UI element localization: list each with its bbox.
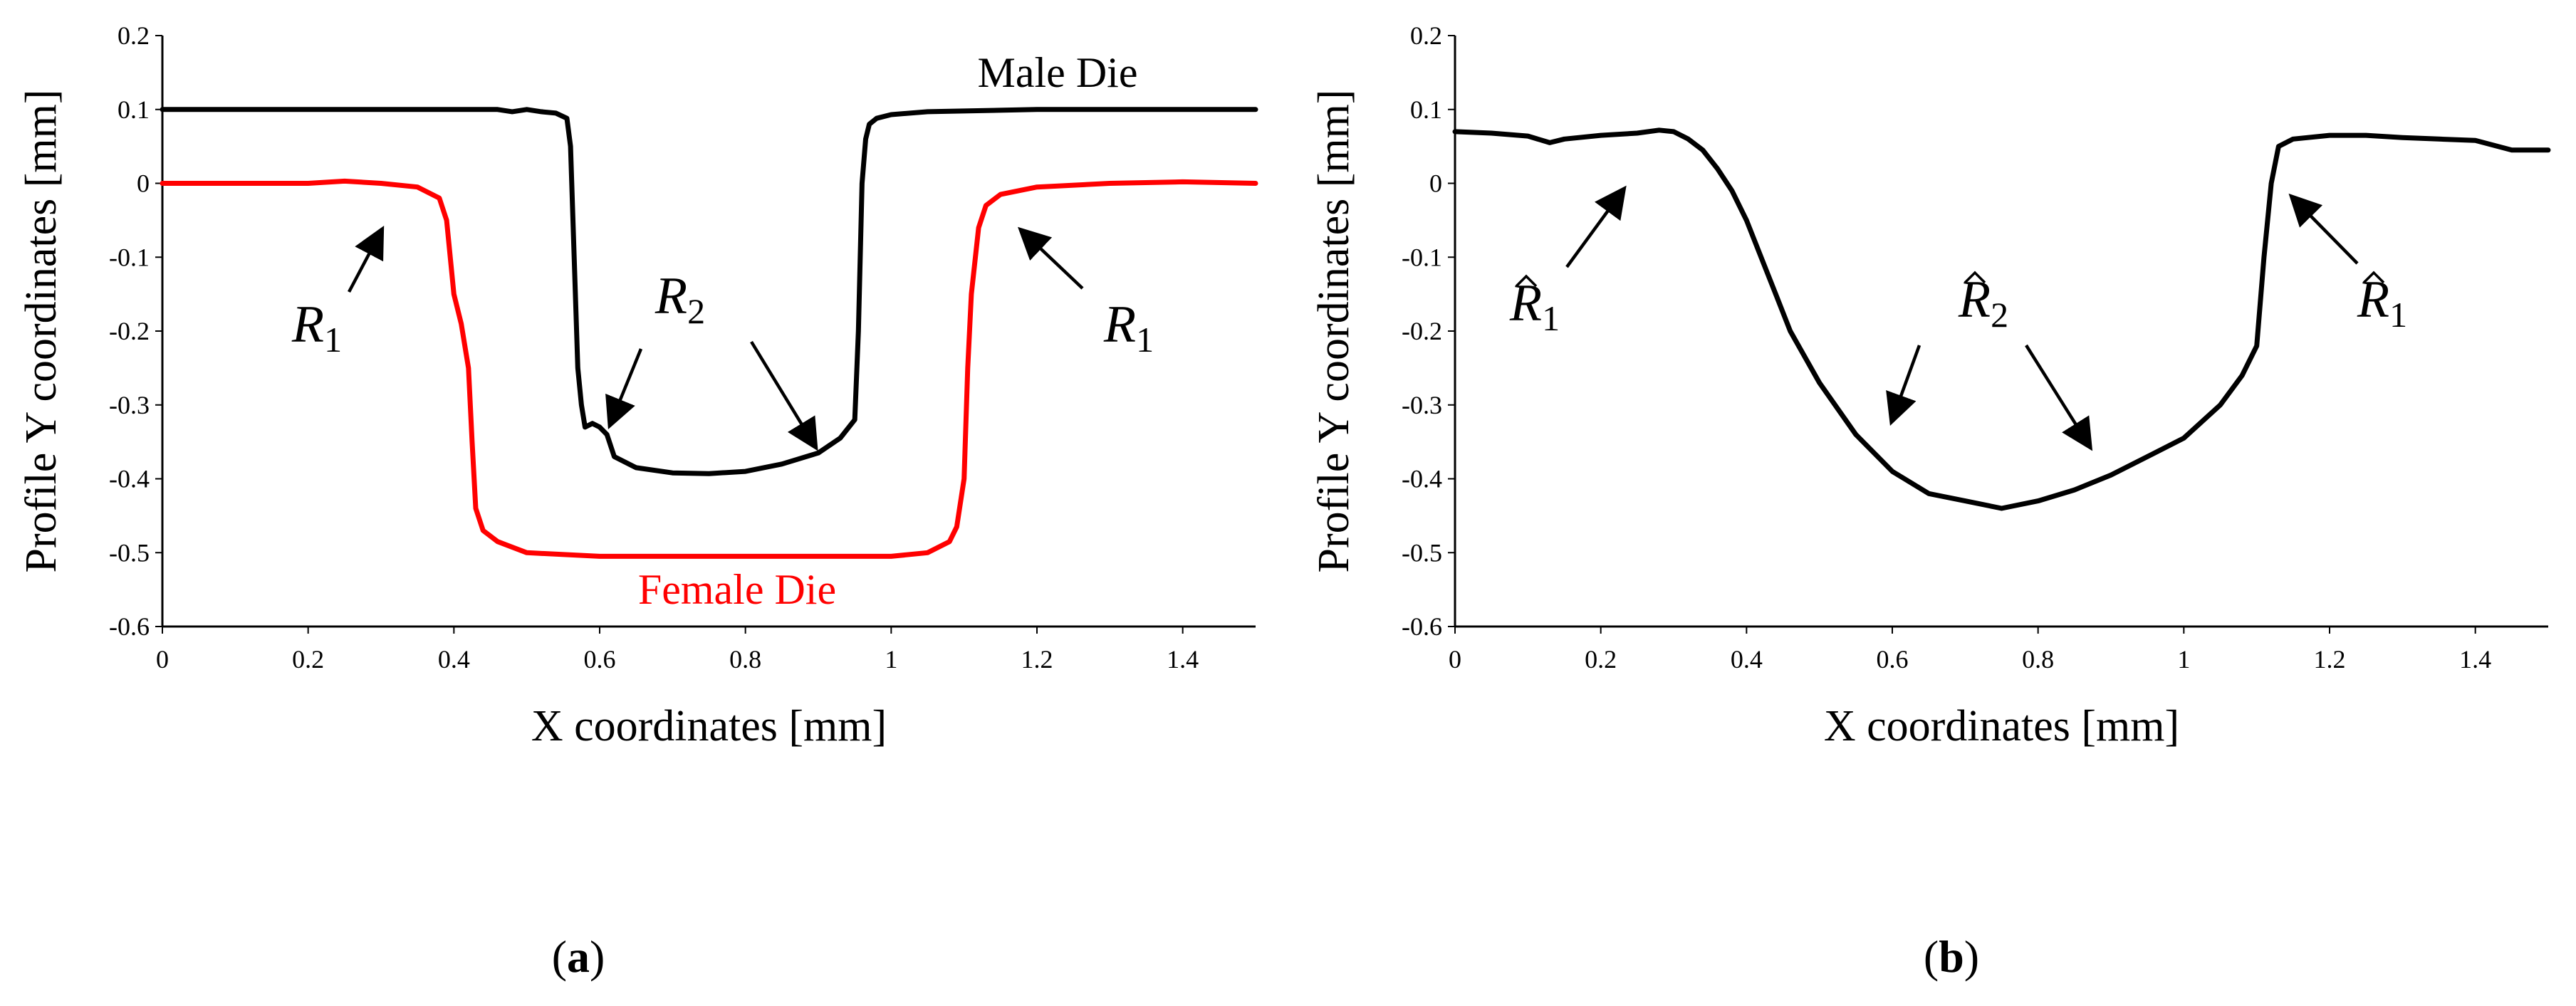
- panel-b-x-tick-labels: 0 0.2 0.4 0.6 0.8 1 1.2 1.4: [1449, 627, 2491, 674]
- panel-b-y-tick-label: -0.1: [1402, 243, 1442, 271]
- panel-b-annotation-hat: [2362, 271, 2385, 284]
- panel-b-annotation-arrow: [2288, 193, 2359, 265]
- panel-b-annotation-arrow: [1886, 345, 1921, 426]
- panel-a-series-line-0: [160, 107, 1258, 476]
- panel-a-x-tick-label: 1.4: [1167, 645, 1199, 674]
- panel-a-series-line-1: [160, 178, 1258, 559]
- annotation-symbol: R: [2357, 271, 2389, 329]
- panel-a-x-tick-label: 0.6: [584, 645, 616, 674]
- panel-a-x-tick-labels: 0 0.2 0.4 0.6 0.8 1 1.2 1.4: [156, 627, 1199, 674]
- panel-a-annotation-label: R2: [655, 267, 705, 331]
- annotation-symbol: R: [1103, 295, 1136, 354]
- panel-b-y-tick-label: -0.5: [1402, 538, 1442, 567]
- annotation-symbol: R: [655, 267, 687, 325]
- annotation-symbol: R: [1958, 271, 1991, 329]
- panel-b-annotation-label: R1: [1509, 274, 1560, 338]
- panel-b-x-tick-label: 0.6: [1877, 645, 1909, 674]
- panel-b-x-tick-label: 1.2: [2314, 645, 2346, 674]
- panel-a-chart: 0.20.10-0.1-0.2-0.3-0.4-0.5-0.6 0 0.2 0.4 0…: [17, 21, 1258, 982]
- panel-b-annotation-arrow: [1565, 185, 1627, 268]
- panel-a-letter: a: [567, 931, 590, 982]
- panel-a-x-tick-label: 1: [885, 645, 897, 674]
- panel-b-x-tick-label: 0.2: [1585, 645, 1617, 674]
- panel-a-label: (a): [552, 931, 605, 982]
- panel-a-axes: [161, 36, 1256, 628]
- annotation-subscript: 2: [687, 291, 705, 331]
- panel-b-annotation-label: R2: [1958, 271, 2008, 335]
- panel-a-x-axis-label: X coordinates [mm]: [531, 702, 887, 750]
- panel-b-y-tick-label: -0.2: [1402, 317, 1442, 345]
- panel-b-y-tick-label: 0: [1429, 169, 1442, 198]
- panel-a-x-tick-label: 0.4: [438, 645, 470, 674]
- panel-b-annotations: R1 R2 R1: [1509, 185, 2407, 451]
- male-die-label: Male Die: [978, 49, 1138, 96]
- panel-b-chart: 0.20.10-0.1-0.2-0.3-0.4-0.5-0.6 0 0.2 0.4 0…: [1310, 21, 2551, 982]
- panel-b-y-tick-label: 0.1: [1410, 95, 1442, 124]
- panel-a-y-tick-labels: 0.2 0.1 0 -0.1 -0.2 -0.3 -0.4 -0.5 -0.6: [109, 21, 162, 641]
- annotation-subscript: 1: [1136, 320, 1154, 360]
- panel-a-y-tick-label: 0: [137, 169, 150, 198]
- panel-b-label: (b): [1924, 931, 1979, 982]
- panel-b-annotation-label: R1: [2357, 271, 2407, 335]
- panel-a-y-tick-label: -0.3: [109, 391, 150, 419]
- panel-b-annotation-hat: [1515, 274, 1538, 288]
- panel-b-y-tick-labels: 0.2 0.1 0 -0.1 -0.2 -0.3 -0.4 -0.5 -0.6: [1402, 21, 1455, 641]
- panel-a-x-tick-label: 1.2: [1021, 645, 1053, 674]
- panel-b-annotation-hat: [1964, 271, 1986, 284]
- annotation-subscript: 1: [1542, 298, 1560, 338]
- panel-b-letter: b: [1939, 931, 1964, 982]
- panel-a-y-tick-label: -0.5: [109, 538, 150, 567]
- panel-a-y-tick-label: -0.6: [109, 612, 150, 641]
- panel-a-y-tick-label: -0.4: [109, 465, 150, 493]
- panel-a-annotation-arrow: [348, 225, 385, 293]
- panel-a-y-axis-label: Profile Y coordinates [mm]: [17, 90, 66, 573]
- panel-a-annotation-arrow: [605, 348, 643, 430]
- panel-b-y-tick-label: -0.4: [1402, 465, 1442, 493]
- panel-a-annotation-label: R1: [291, 295, 342, 360]
- annotation-subscript: 2: [1991, 295, 2008, 335]
- panel-b-x-axis-label: X coordinates [mm]: [1824, 702, 2179, 750]
- panel-a-y-tick-label: -0.1: [109, 243, 150, 271]
- panel-a-x-tick-label: 0.2: [292, 645, 324, 674]
- panel-b-y-tick-label: 0.2: [1410, 21, 1442, 50]
- panel-b-y-axis-label: Profile Y coordinates [mm]: [1310, 90, 1358, 573]
- annotation-subscript: 1: [324, 320, 342, 360]
- panel-a-series-lines: [160, 107, 1258, 559]
- panel-a-x-tick-label: 0.8: [729, 645, 761, 674]
- annotation-symbol: R: [291, 295, 324, 354]
- panel-b-y-tick-label: -0.6: [1402, 612, 1442, 641]
- female-die-label: Female Die: [638, 566, 836, 613]
- panel-b-x-tick-label: 0.4: [1731, 645, 1763, 674]
- panel-b-x-tick-label: 0: [1449, 645, 1461, 674]
- panel-b-y-tick-label: -0.3: [1402, 391, 1442, 419]
- panel-b-x-tick-label: 1.4: [2459, 645, 2491, 674]
- panel-b-annotation-arrow: [2025, 344, 2093, 451]
- panel-b-series-line-0: [1452, 127, 2551, 511]
- annotation-symbol: R: [1509, 274, 1542, 332]
- panel-b-x-tick-label: 1: [2177, 645, 2190, 674]
- panel-a-annotation-arrow: [750, 340, 818, 451]
- panel-a-y-tick-label: 0.2: [118, 21, 150, 50]
- panel-a-y-tick-label: -0.2: [109, 317, 150, 345]
- annotation-subscript: 1: [2389, 295, 2407, 335]
- panel-b-x-tick-label: 0.8: [2022, 645, 2054, 674]
- panel-a-y-tick-label: 0.1: [118, 95, 150, 124]
- panel-b-series-lines: [1452, 127, 2551, 511]
- panel-a-annotation-label: R1: [1103, 295, 1154, 360]
- panel-a-x-tick-label: 0: [156, 645, 169, 674]
- panel-a-annotation-arrow: [1018, 226, 1084, 290]
